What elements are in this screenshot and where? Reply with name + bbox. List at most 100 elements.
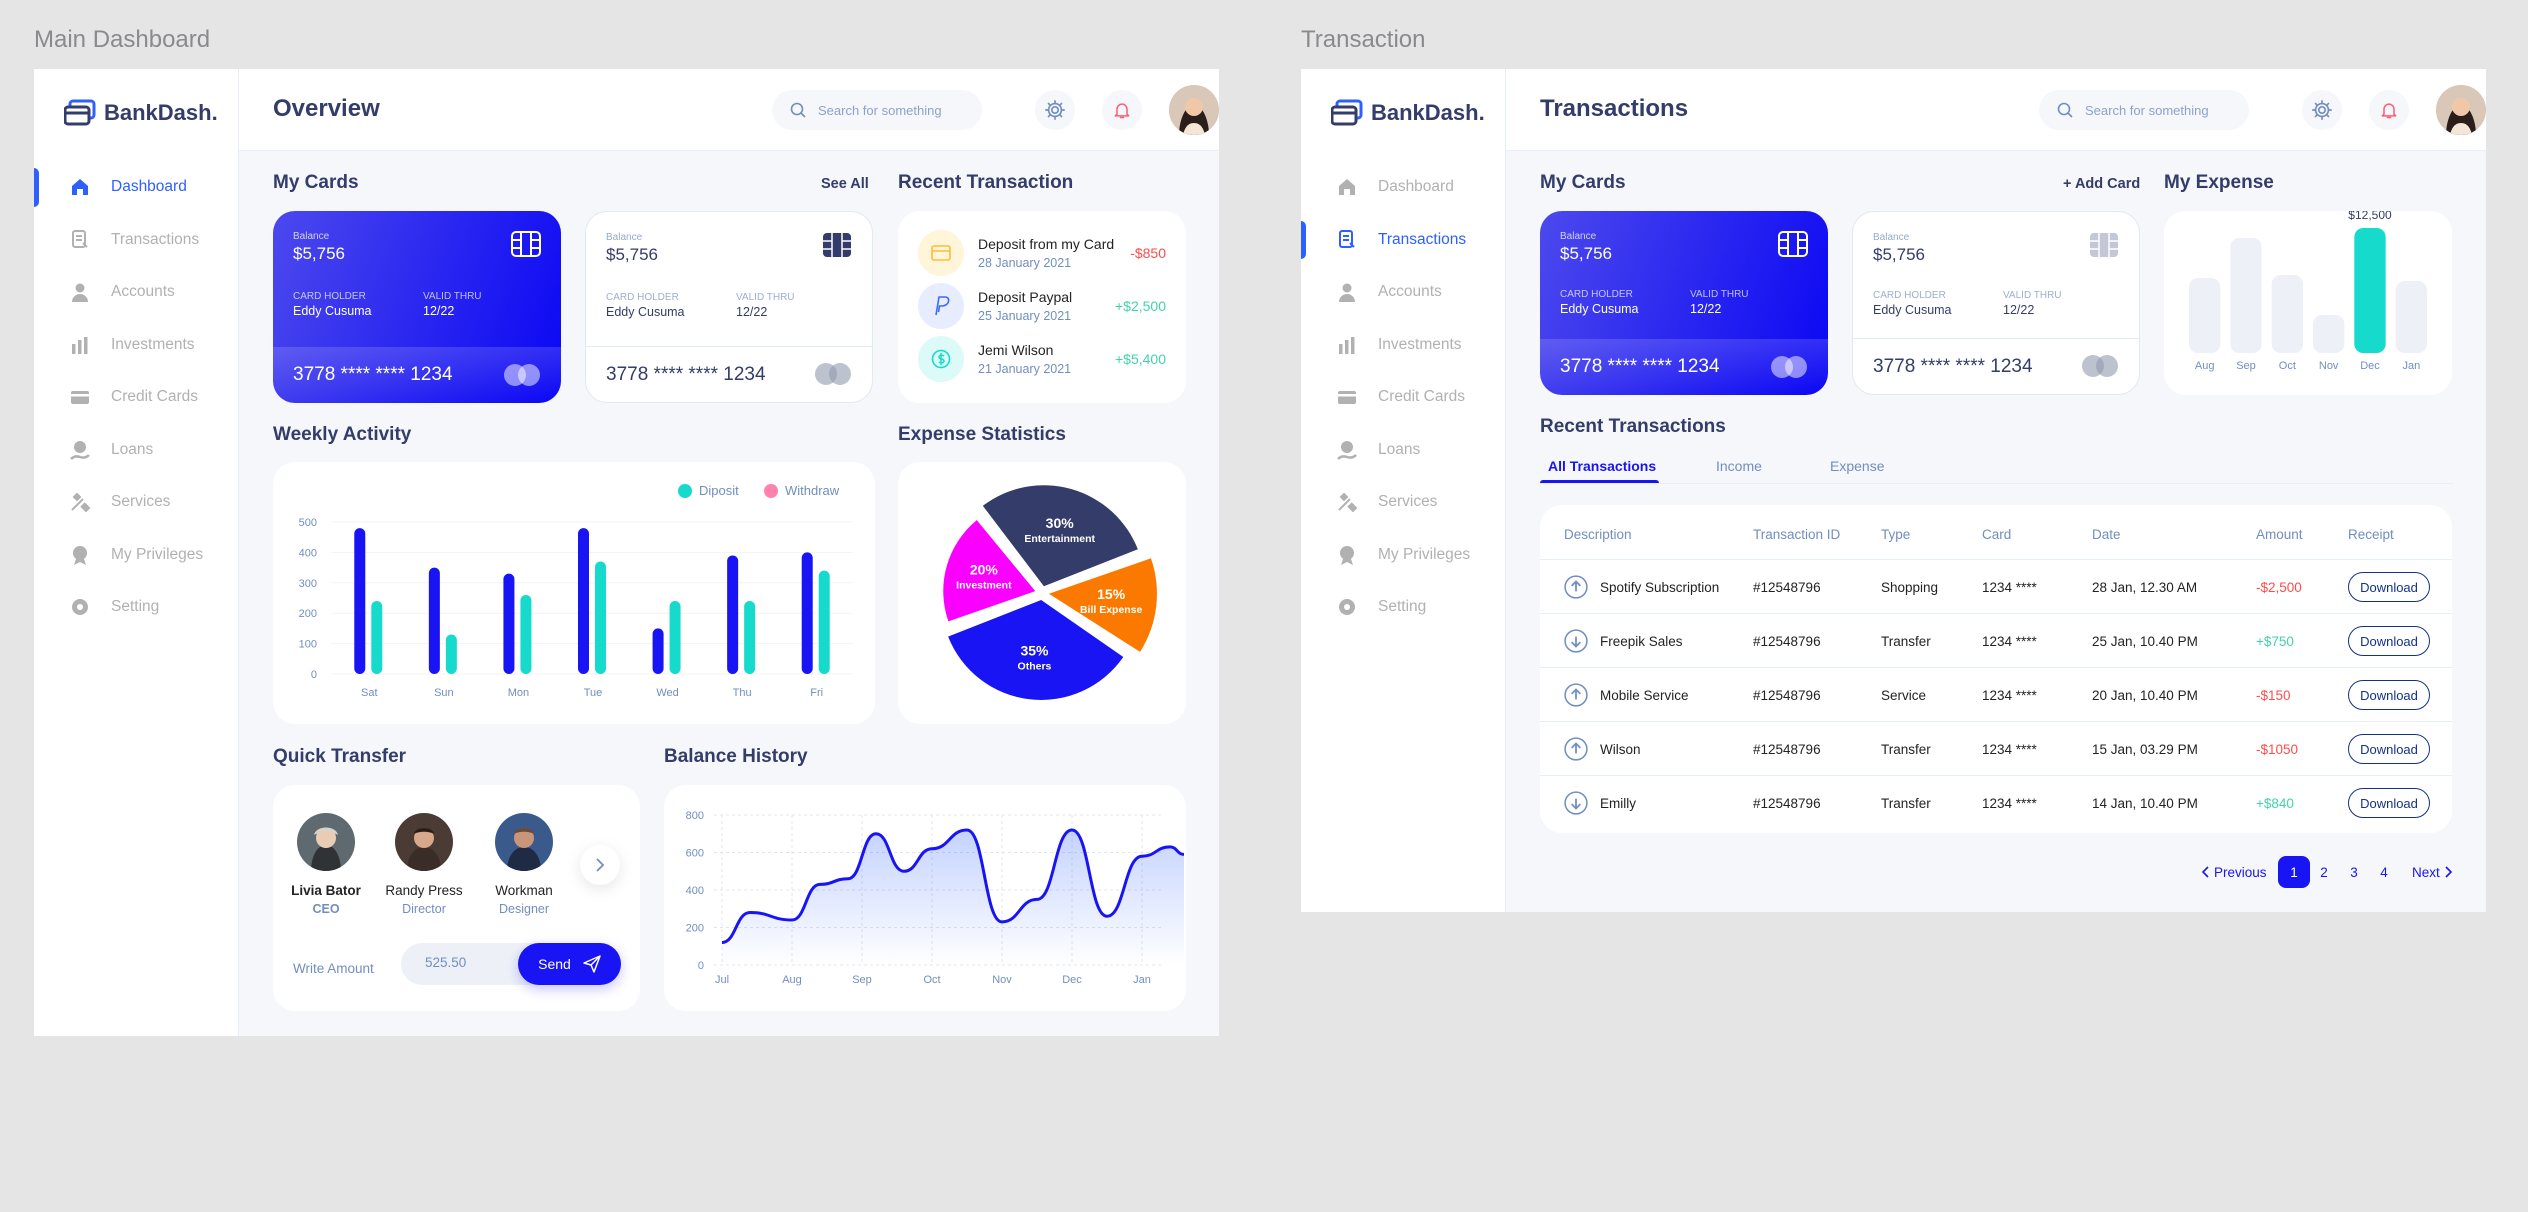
sidebar-item-investments[interactable]: Investments bbox=[1301, 319, 1505, 372]
page-4[interactable]: 4 bbox=[2380, 864, 2388, 880]
sidebar-item-loans[interactable]: Loans bbox=[34, 424, 238, 477]
search-input[interactable]: Search for something bbox=[2039, 90, 2249, 130]
send-button[interactable]: Send bbox=[518, 943, 621, 985]
notifications-button[interactable] bbox=[1102, 90, 1142, 130]
contact-randy[interactable]: Randy Press Director bbox=[379, 813, 469, 916]
next-contacts-button[interactable] bbox=[580, 845, 620, 885]
search-icon bbox=[790, 102, 806, 118]
x-tick-label: Jan bbox=[1133, 974, 1151, 986]
cell-date: 15 Jan, 03.29 PM bbox=[2092, 741, 2198, 757]
sidebar-item-credit-cards[interactable]: Credit Cards bbox=[34, 371, 238, 424]
pagination-next[interactable]: Next bbox=[2412, 856, 2452, 888]
sidebar-item-label: Dashboard bbox=[111, 178, 187, 196]
transaction-item[interactable]: Deposit from my Card 28 January 2021 -$85… bbox=[918, 230, 1166, 276]
tab-expense[interactable]: Expense bbox=[1830, 458, 1885, 474]
sidebar-item-investments[interactable]: Investments bbox=[34, 319, 238, 372]
chevron-right-icon bbox=[2445, 866, 2452, 878]
table-row[interactable]: Emilly #12548796 Transfer 1234 **** 14 Jan, … bbox=[1540, 775, 2452, 829]
transaction-amount: +$5,400 bbox=[1115, 351, 1166, 367]
column-header-date: Date bbox=[2092, 527, 2121, 542]
logo[interactable]: BankDash. bbox=[1331, 95, 1485, 131]
sidebar-item-transactions[interactable]: Transactions bbox=[34, 214, 238, 267]
transaction-amount: -$850 bbox=[1130, 245, 1166, 261]
balance-value: $5,756 bbox=[1560, 244, 1612, 263]
cell-transaction-id: #12548796 bbox=[1753, 741, 1821, 757]
sidebar-item-my-privileges[interactable]: My Privileges bbox=[34, 529, 238, 582]
notifications-button[interactable] bbox=[2369, 90, 2409, 130]
y-tick-label: 300 bbox=[299, 578, 317, 590]
contact-workman[interactable]: Workman Designer bbox=[479, 813, 569, 916]
transaction-item[interactable]: Jemi Wilson 21 January 2021 +$5,400 bbox=[918, 336, 1166, 382]
tab-all-transactions[interactable]: All Transactions bbox=[1548, 458, 1657, 474]
pie-slice-bill-expense bbox=[1048, 558, 1157, 652]
search-input[interactable]: Search for something bbox=[772, 90, 982, 130]
download-button[interactable]: Download bbox=[2348, 572, 2430, 602]
sidebar-item-services[interactable]: Services bbox=[34, 476, 238, 529]
contact-livia[interactable]: Livia Bator CEO bbox=[281, 813, 371, 916]
page-2[interactable]: 2 bbox=[2320, 864, 2328, 880]
pie-percent-label: 30% bbox=[1046, 515, 1075, 531]
add-card-link[interactable]: + Add Card bbox=[2063, 176, 2141, 192]
x-tick-label: Nov bbox=[992, 974, 1012, 986]
sidebar-item-dashboard[interactable]: Dashboard bbox=[1301, 161, 1505, 214]
sidebar-item-services[interactable]: Services bbox=[1301, 476, 1505, 529]
tab-income[interactable]: Income bbox=[1716, 458, 1762, 474]
weekly-activity-chart: 0 100 200 300 400 500 Sat Sun Mon Tue Wed Thu Fri Dip… bbox=[299, 483, 853, 699]
y-tick-label: 200 bbox=[686, 923, 704, 935]
sidebar: BankDash. Dashboard Transactions Accounts I… bbox=[1301, 69, 1506, 912]
page-3[interactable]: 3 bbox=[2350, 864, 2358, 880]
balance-label: Balance bbox=[1873, 232, 1910, 243]
write-amount-label: Write Amount bbox=[293, 961, 374, 976]
sidebar-item-loans[interactable]: Loans bbox=[1301, 424, 1505, 477]
settings-button[interactable] bbox=[2302, 90, 2342, 130]
sidebar-item-my-privileges[interactable]: My Privileges bbox=[1301, 529, 1505, 582]
sidebar-item-dashboard[interactable]: Dashboard bbox=[34, 161, 238, 214]
contact-name: Randy Press bbox=[385, 883, 463, 898]
cell-amount: +$750 bbox=[2256, 633, 2294, 649]
credit-card-primary[interactable]: Balance $5,756 CARD HOLDER Eddy Cusuma V… bbox=[1540, 211, 1828, 395]
sidebar-item-transactions[interactable]: Transactions bbox=[1301, 214, 1505, 267]
chip-icon bbox=[511, 231, 541, 257]
download-button[interactable]: Download bbox=[2348, 734, 2430, 764]
settings-button[interactable] bbox=[1035, 90, 1075, 130]
pie-percent-label: 15% bbox=[1097, 586, 1126, 602]
cell-card: 1234 **** bbox=[1982, 633, 2037, 649]
credit-card-secondary[interactable]: Balance $5,756 CARD HOLDER Eddy Cusuma V… bbox=[585, 211, 873, 403]
table-row[interactable]: Wilson #12548796 Transfer 1234 **** 15 Jan, … bbox=[1540, 721, 2452, 775]
sidebar-item-accounts[interactable]: Accounts bbox=[1301, 266, 1505, 319]
sidebar-item-setting[interactable]: Setting bbox=[1301, 581, 1505, 634]
cell-type: Transfer bbox=[1881, 633, 1931, 649]
sidebar-item-setting[interactable]: Setting bbox=[34, 581, 238, 634]
user-avatar[interactable] bbox=[1169, 85, 1219, 135]
download-button[interactable]: Download bbox=[2348, 680, 2430, 710]
x-tick-label: Oct bbox=[923, 974, 940, 986]
download-button[interactable]: Download bbox=[2348, 788, 2430, 818]
chevron-right-icon bbox=[596, 858, 605, 872]
sidebar-item-credit-cards[interactable]: Credit Cards bbox=[1301, 371, 1505, 424]
sidebar-item-accounts[interactable]: Accounts bbox=[34, 266, 238, 319]
y-tick-label: 400 bbox=[686, 885, 704, 897]
cell-description: Freepik Sales bbox=[1600, 633, 1683, 649]
download-button[interactable]: Download bbox=[2348, 626, 2430, 656]
pagination-previous[interactable]: Previous bbox=[2202, 856, 2267, 888]
valid-thru-label: VALID THRU bbox=[2003, 290, 2062, 301]
table-row[interactable]: Spotify Subscription #12548796 Shopping 123… bbox=[1540, 559, 2452, 613]
loan-icon bbox=[69, 439, 91, 461]
top-bar: Overview Search for something bbox=[239, 69, 1219, 151]
card-number: 3778 **** **** 1234 bbox=[1853, 338, 2139, 394]
search-placeholder: Search for something bbox=[818, 102, 942, 118]
my-expense-title: My Expense bbox=[2164, 172, 2274, 193]
table-row[interactable]: Mobile Service #12548796 Service 1234 **** 2… bbox=[1540, 667, 2452, 721]
balance-value: $5,756 bbox=[1873, 245, 1925, 264]
credit-card-secondary[interactable]: Balance $5,756 CARD HOLDER Eddy Cusuma V… bbox=[1852, 211, 2140, 395]
logo[interactable]: BankDash. bbox=[64, 95, 218, 131]
mastercard-icon bbox=[815, 363, 851, 385]
credit-card-primary[interactable]: Balance $5,756 CARD HOLDER Eddy Cusuma V… bbox=[273, 211, 561, 403]
transaction-item[interactable]: Deposit Paypal 25 January 2021 +$2,500 bbox=[918, 283, 1166, 329]
amount-input[interactable]: 525.50 bbox=[425, 955, 467, 970]
page-1[interactable]: 1 bbox=[2278, 856, 2310, 888]
see-all-link[interactable]: See All bbox=[821, 176, 869, 192]
user-avatar[interactable] bbox=[2436, 85, 2486, 135]
table-row[interactable]: Freepik Sales #12548796 Transfer 1234 **** 2… bbox=[1540, 613, 2452, 667]
bar-diposit bbox=[727, 555, 739, 674]
